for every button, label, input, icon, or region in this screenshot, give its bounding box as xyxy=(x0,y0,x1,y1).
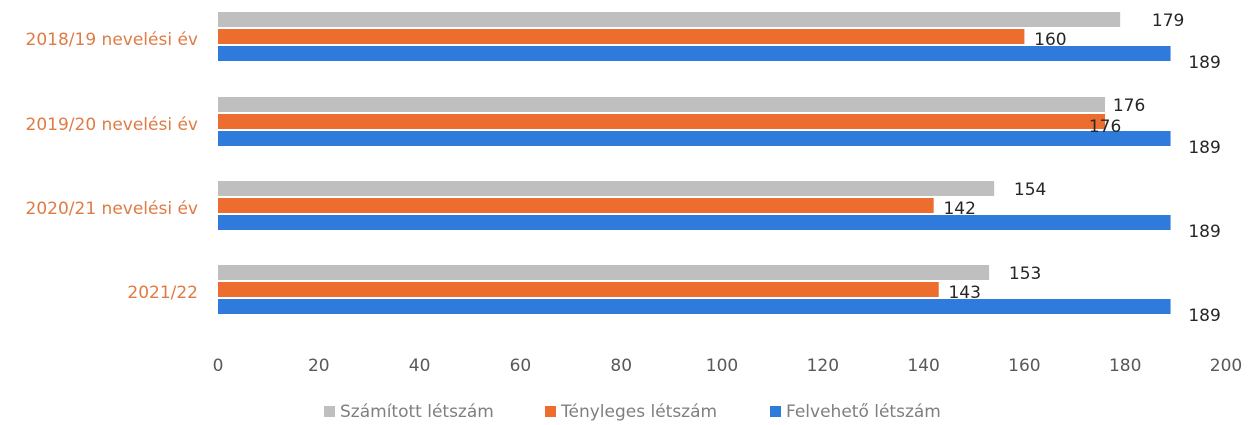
x-tick-label: 80 xyxy=(610,356,632,376)
bar xyxy=(218,12,1121,27)
bar xyxy=(218,282,939,297)
x-tick-label: 200 xyxy=(1210,356,1242,376)
x-tick-label: 120 xyxy=(807,356,839,376)
data-label: 189 xyxy=(1188,222,1220,242)
x-tick-label: 20 xyxy=(308,356,330,376)
data-label: 153 xyxy=(1009,264,1041,284)
legend-label: Felvehető létszám xyxy=(786,402,941,422)
legend: Számított létszám Tényleges létszám Felveh… xyxy=(324,402,941,422)
data-labels: 179 176 154 153 160 176 142 143 189 189 189 189 xyxy=(943,11,1220,326)
data-label: 154 xyxy=(1014,180,1046,200)
bar xyxy=(218,114,1106,129)
bar xyxy=(218,131,1171,146)
x-tick-label: 140 xyxy=(907,356,939,376)
data-label: 176 xyxy=(1113,96,1145,116)
x-axis-ticks: 0 20 40 60 80 100 120 140 160 180 200 xyxy=(213,356,1243,376)
bar xyxy=(218,265,990,280)
x-tick-label: 40 xyxy=(409,356,431,376)
bar xyxy=(218,29,1025,44)
category-label: 2021/22 xyxy=(127,283,198,303)
bar xyxy=(218,198,934,213)
x-tick-label: 60 xyxy=(510,356,532,376)
data-label: 160 xyxy=(1034,30,1066,50)
data-label: 189 xyxy=(1188,306,1220,326)
data-label: 142 xyxy=(943,199,975,219)
bar xyxy=(218,215,1171,230)
x-tick-label: 100 xyxy=(706,356,738,376)
legend-label: Tényleges létszám xyxy=(560,402,717,422)
category-label: 2018/19 nevelési év xyxy=(26,30,198,50)
data-label: 176 xyxy=(1089,117,1121,137)
legend-swatch xyxy=(770,406,781,417)
bar xyxy=(218,181,995,196)
x-tick-label: 0 xyxy=(213,356,224,376)
x-tick-label: 160 xyxy=(1008,356,1040,376)
data-label: 179 xyxy=(1152,11,1184,31)
category-label: 2020/21 nevelési év xyxy=(26,199,198,219)
legend-label: Számított létszám xyxy=(340,402,494,422)
data-label: 189 xyxy=(1188,53,1220,73)
bar xyxy=(218,97,1106,112)
data-label: 189 xyxy=(1188,138,1220,158)
bars xyxy=(218,12,1171,314)
category-label: 2019/20 nevelési év xyxy=(26,115,198,135)
bar xyxy=(218,299,1171,314)
legend-swatch xyxy=(545,406,556,417)
bar xyxy=(218,46,1171,61)
category-labels: 2018/19 nevelési év 2019/20 nevelési év 20… xyxy=(26,30,198,303)
legend-swatch xyxy=(324,406,335,417)
x-tick-label: 180 xyxy=(1109,356,1141,376)
data-label: 143 xyxy=(948,283,980,303)
